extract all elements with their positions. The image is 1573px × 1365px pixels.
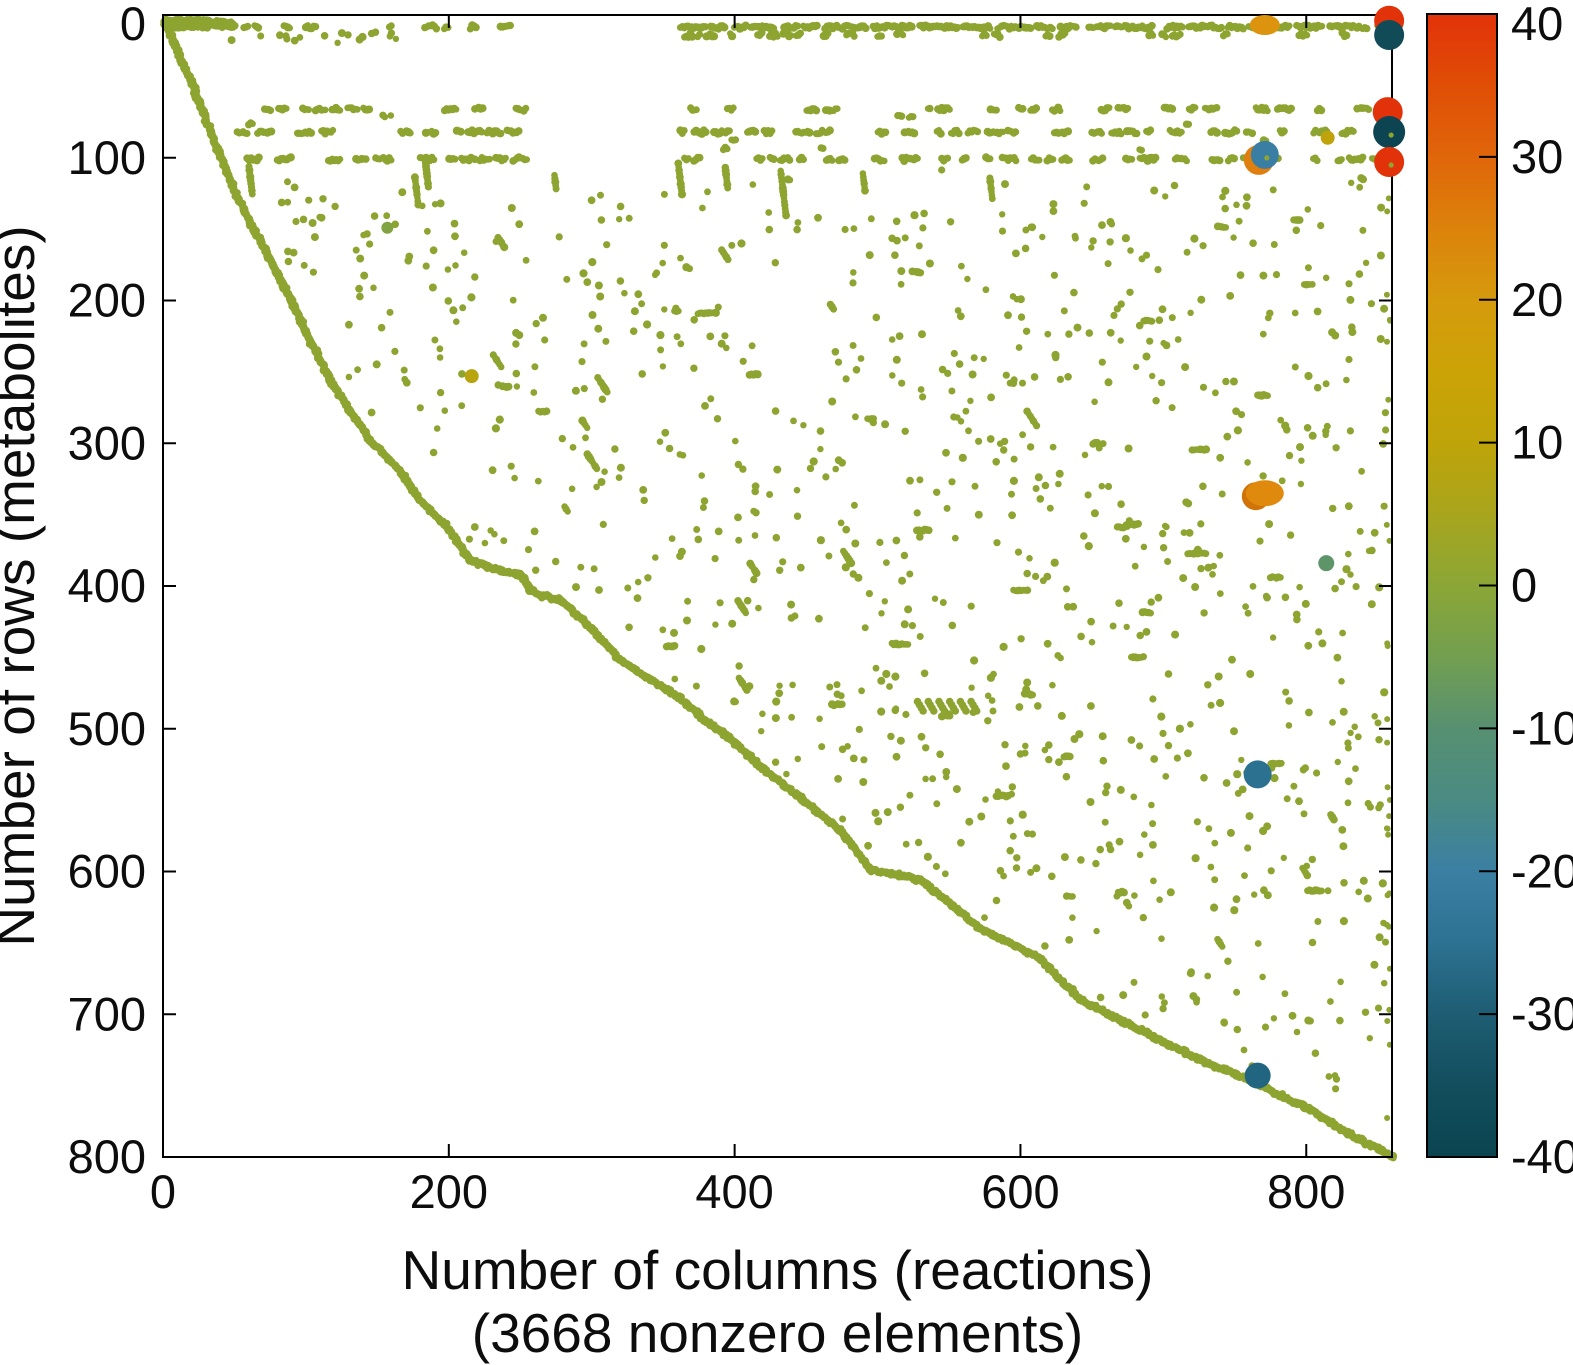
y-axis-label: Number of rows (metabolites) (0, 225, 46, 946)
marker-center-dot (1388, 162, 1394, 168)
y-tick-label: 100 (68, 131, 146, 184)
special-markers (381, 5, 1406, 1089)
x-tick-label: 0 (150, 1165, 176, 1218)
colorbar-tick-label: -30 (1511, 987, 1573, 1040)
colorbar-tick-label: 40 (1511, 0, 1563, 50)
matrix-entry-marker (1320, 130, 1335, 145)
matrix-entry-marker (1373, 116, 1406, 149)
matrix-entry-marker (1249, 14, 1280, 35)
x-tick-label: 800 (1267, 1165, 1345, 1218)
matrix-entry-marker (464, 369, 479, 384)
matrix-entry-marker (1318, 555, 1335, 572)
y-tick-label: 600 (68, 845, 146, 898)
y-tick-label: 300 (68, 416, 146, 469)
x-axis-label: Number of columns (reactions) (402, 1239, 1154, 1301)
colorbar-tick-label: 0 (1511, 559, 1537, 612)
y-tick-label: 500 (68, 702, 146, 755)
matrix-entry-marker (381, 221, 394, 234)
y-tick-label: 200 (68, 274, 146, 327)
x-axis-sublabel: (3668 nonzero elements) (472, 1302, 1083, 1364)
colorbar: 40 30 20 10 0 -10 -20 -30 -40 (1426, 0, 1573, 1183)
matrix-entry-marker (1250, 140, 1279, 169)
y-tick-label: 0 (120, 0, 146, 50)
colorbar-tick-label: -40 (1511, 1130, 1573, 1183)
colorbar-tick-label: 20 (1511, 273, 1563, 326)
matrix-entry-marker (1243, 760, 1272, 789)
y-tick-label: 400 (68, 559, 146, 612)
y-tick-label: 700 (68, 987, 146, 1040)
x-tick-label: 400 (695, 1165, 773, 1218)
x-tick-label: 600 (981, 1165, 1059, 1218)
colorbar-tick-label: 30 (1511, 130, 1563, 183)
matrix-entry-marker (1244, 1062, 1271, 1089)
marker-center-dot (1388, 132, 1394, 138)
matrix-entry-marker (1374, 147, 1405, 178)
matrix-entry-marker (1245, 480, 1284, 507)
colorbar-tick-label: -20 (1511, 844, 1573, 897)
colorbar-tick-label: -10 (1511, 701, 1573, 754)
matrix-entry-marker (1374, 19, 1405, 50)
y-tick-label: 800 (68, 1130, 146, 1183)
colorbar-tick-label: 10 (1511, 416, 1563, 469)
x-tick-label: 200 (410, 1165, 488, 1218)
marker-center-dot (1264, 155, 1270, 161)
